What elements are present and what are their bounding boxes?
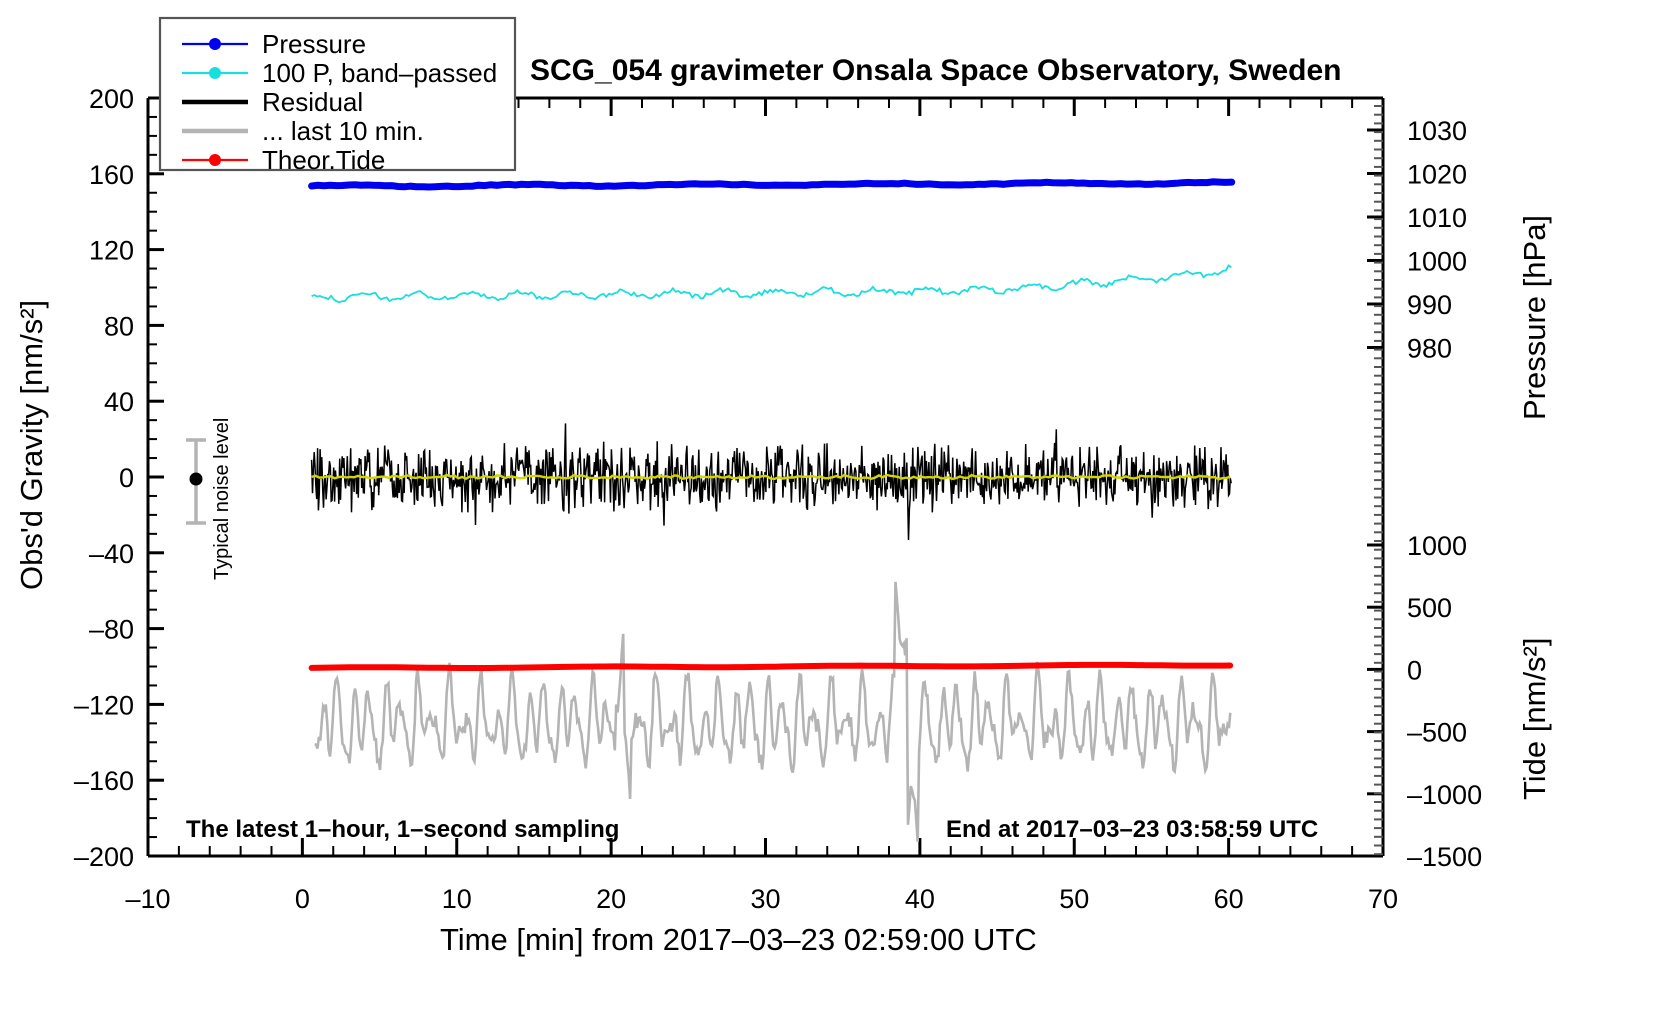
left-tick-label: 80 — [104, 311, 134, 341]
left-tick-label: 120 — [89, 236, 134, 266]
typical-noise-level-label: Typical noise level — [211, 418, 233, 580]
x-tick-label: 70 — [1368, 884, 1398, 914]
left-tick-label: –120 — [74, 690, 134, 720]
left-tick-label: –80 — [89, 615, 134, 645]
pressure-tick-label: 1010 — [1407, 203, 1467, 233]
x-tick-label: 30 — [750, 884, 780, 914]
annotation-bottom-right: End at 2017–03–23 03:58:59 UTC — [946, 816, 1318, 843]
series-smoothed-residual — [311, 473, 1231, 481]
left-tick-label: –40 — [89, 539, 134, 569]
pressure-tick-label: 990 — [1407, 290, 1452, 320]
left-axis-tick-labels: 200 160 120 80 40 0 –40 –80 –120 –160 –200 — [74, 84, 134, 872]
series-residual — [310, 423, 1232, 541]
left-tick-label: 40 — [104, 387, 134, 417]
right-axis-ticks — [1367, 105, 1383, 858]
tide-tick-label: –1500 — [1407, 842, 1482, 872]
x-tick-label: 10 — [442, 884, 472, 914]
chart-title: SCG_054 gravimeter Onsala Space Observat… — [530, 54, 1342, 87]
series-last-10-min — [314, 581, 1232, 842]
y-axis-title: Obs'd Gravity [nm/s²] — [14, 300, 49, 590]
series-band-passed — [311, 264, 1232, 304]
tide-tick-label: 1000 — [1407, 531, 1467, 561]
x-tick-label: 20 — [596, 884, 626, 914]
series-pressure — [308, 178, 1236, 191]
x-axis-tick-labels: –10 0 10 20 30 40 50 60 70 — [125, 884, 1398, 914]
legend-item-label: Pressure — [262, 29, 366, 59]
x-tick-label: –10 — [125, 884, 170, 914]
left-axis-ticks — [148, 96, 164, 858]
typical-noise-level-marker — [186, 438, 206, 525]
pressure-axis-title: Pressure [hPa] — [1517, 215, 1552, 420]
left-tick-label: 160 — [89, 160, 134, 190]
legend-item-label: Theor.Tide — [262, 145, 385, 175]
legend-marker — [209, 67, 221, 79]
pressure-tick-label: 1020 — [1407, 160, 1467, 190]
x-axis-title: Time [min] from 2017–03–23 02:59:00 UTC — [440, 922, 1037, 957]
x-tick-label: 40 — [905, 884, 935, 914]
x-axis-ticks — [146, 838, 1385, 856]
left-tick-label: –160 — [74, 766, 134, 796]
pressure-tick-label: 1000 — [1407, 247, 1467, 277]
annotation-bottom-left: The latest 1–hour, 1–second sampling — [186, 816, 619, 843]
legend-marker — [209, 38, 221, 50]
left-tick-label: –200 — [74, 842, 134, 872]
tide-tick-label: –500 — [1407, 718, 1467, 748]
legend-item-label: 100 P, band–passed — [262, 58, 497, 88]
x-tick-label: 0 — [295, 884, 310, 914]
tide-tick-label: –1000 — [1407, 780, 1482, 810]
legend-item-label: Residual — [262, 87, 363, 117]
x-tick-label: 60 — [1214, 884, 1244, 914]
tide-axis-title: Tide [nm/s²] — [1517, 638, 1552, 801]
pressure-axis-tick-labels: 1030 1020 1010 1000 990 980 — [1407, 116, 1467, 364]
x-tick-label: 50 — [1059, 884, 1089, 914]
tide-tick-label: 0 — [1407, 655, 1422, 685]
pressure-tick-label: 980 — [1407, 334, 1452, 364]
legend-marker — [209, 154, 221, 166]
left-tick-label: 0 — [119, 463, 134, 493]
tide-tick-label: 500 — [1407, 593, 1452, 623]
pressure-tick-label: 1030 — [1407, 116, 1467, 146]
left-tick-label: 200 — [89, 84, 134, 114]
tide-axis-tick-labels: 1000 500 0 –500 –1000 –1500 — [1407, 531, 1482, 872]
legend-item-label: ... last 10 min. — [262, 116, 424, 146]
series-theor-tide — [308, 661, 1234, 671]
